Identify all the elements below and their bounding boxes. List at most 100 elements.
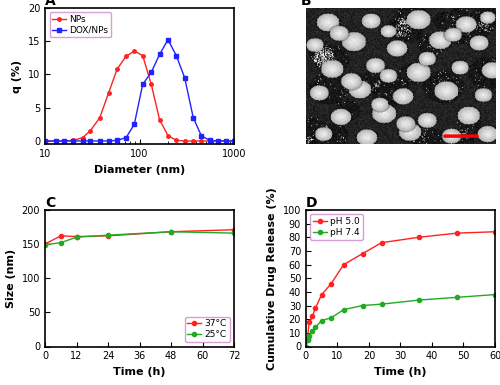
- Line: DOX/NPs: DOX/NPs: [44, 38, 236, 143]
- NPs: [87, 129, 93, 133]
- pH 7.4: [304, 337, 310, 342]
- DOX/NPs: [42, 139, 48, 143]
- pH 7.4: [492, 292, 498, 297]
- pH 5.0: [378, 240, 384, 245]
- pH 5.0: [328, 281, 334, 286]
- Line: NPs: NPs: [44, 49, 236, 143]
- DOX/NPs: [62, 139, 68, 143]
- DOX/NPs: [174, 54, 180, 58]
- NPs: [140, 54, 145, 58]
- Text: D: D: [306, 196, 318, 210]
- Y-axis label: q (%): q (%): [12, 59, 22, 92]
- pH 7.4: [303, 344, 309, 349]
- 37°C: [231, 228, 237, 232]
- pH 5.0: [306, 320, 312, 324]
- NPs: [165, 133, 171, 138]
- 37°C: [58, 234, 64, 238]
- Legend: pH 5.0, pH 7.4: pH 5.0, pH 7.4: [310, 214, 363, 239]
- NPs: [123, 54, 129, 59]
- pH 5.0: [416, 235, 422, 239]
- 37°C: [168, 229, 174, 234]
- DOX/NPs: [132, 122, 138, 127]
- pH 7.4: [416, 298, 422, 302]
- NPs: [156, 117, 162, 122]
- NPs: [132, 49, 138, 54]
- Line: pH 7.4: pH 7.4: [304, 293, 497, 348]
- DOX/NPs: [224, 139, 230, 143]
- NPs: [80, 136, 86, 140]
- DOX/NPs: [215, 139, 221, 143]
- 37°C: [105, 234, 111, 238]
- DOX/NPs: [148, 70, 154, 75]
- pH 7.4: [328, 315, 334, 320]
- 37°C: [42, 242, 48, 246]
- pH 7.4: [378, 302, 384, 306]
- DOX/NPs: [140, 82, 145, 87]
- pH 5.0: [454, 231, 460, 235]
- pH 5.0: [360, 251, 366, 256]
- NPs: [42, 139, 48, 143]
- DOX/NPs: [123, 136, 129, 140]
- NPs: [215, 139, 221, 143]
- NPs: [198, 139, 204, 143]
- Line: pH 5.0: pH 5.0: [304, 230, 497, 348]
- DOX/NPs: [182, 75, 188, 80]
- pH 5.0: [318, 292, 324, 297]
- pH 7.4: [309, 329, 315, 334]
- NPs: [206, 139, 212, 143]
- DOX/NPs: [156, 52, 162, 57]
- pH 7.4: [306, 333, 312, 338]
- NPs: [62, 139, 68, 143]
- DOX/NPs: [53, 139, 59, 143]
- DOX/NPs: [80, 139, 86, 143]
- DOX/NPs: [231, 139, 237, 143]
- pH 5.0: [304, 336, 310, 341]
- pH 7.4: [312, 325, 318, 330]
- NPs: [224, 139, 230, 143]
- NPs: [174, 138, 180, 142]
- Line: 25°C: 25°C: [43, 230, 236, 247]
- Text: C: C: [45, 196, 55, 210]
- DOX/NPs: [106, 139, 112, 143]
- 25°C: [231, 231, 237, 235]
- 25°C: [42, 243, 48, 247]
- DOX/NPs: [206, 138, 212, 142]
- NPs: [97, 116, 103, 120]
- pH 7.4: [360, 303, 366, 308]
- pH 7.4: [318, 318, 324, 323]
- 25°C: [74, 235, 80, 239]
- Text: B: B: [300, 0, 311, 8]
- Text: A: A: [45, 0, 56, 8]
- NPs: [182, 139, 188, 143]
- NPs: [53, 139, 59, 143]
- 25°C: [105, 233, 111, 238]
- DOX/NPs: [165, 37, 171, 42]
- NPs: [70, 138, 76, 142]
- Legend: 37°C, 25°C: 37°C, 25°C: [184, 317, 230, 342]
- pH 5.0: [303, 344, 309, 349]
- 37°C: [74, 234, 80, 239]
- NPs: [114, 67, 120, 71]
- pH 7.4: [340, 307, 346, 312]
- Y-axis label: Size (nm): Size (nm): [6, 249, 16, 308]
- Y-axis label: Cumulative Drug Release (%): Cumulative Drug Release (%): [267, 187, 277, 370]
- X-axis label: Time (h): Time (h): [374, 367, 426, 377]
- DOX/NPs: [70, 139, 76, 143]
- DOX/NPs: [190, 116, 196, 120]
- pH 7.4: [454, 295, 460, 300]
- pH 5.0: [312, 306, 318, 311]
- DOX/NPs: [97, 139, 103, 143]
- pH 5.0: [309, 314, 315, 319]
- X-axis label: Time (h): Time (h): [114, 367, 166, 377]
- 25°C: [168, 229, 174, 234]
- NPs: [231, 139, 237, 143]
- X-axis label: Diameter (nm): Diameter (nm): [94, 165, 185, 175]
- Line: 37°C: 37°C: [43, 228, 236, 246]
- DOX/NPs: [198, 133, 204, 138]
- NPs: [148, 82, 154, 87]
- Legend: NPs, DOX/NPs: NPs, DOX/NPs: [50, 12, 111, 37]
- DOX/NPs: [87, 139, 93, 143]
- NPs: [106, 91, 112, 95]
- NPs: [190, 139, 196, 143]
- pH 5.0: [492, 229, 498, 234]
